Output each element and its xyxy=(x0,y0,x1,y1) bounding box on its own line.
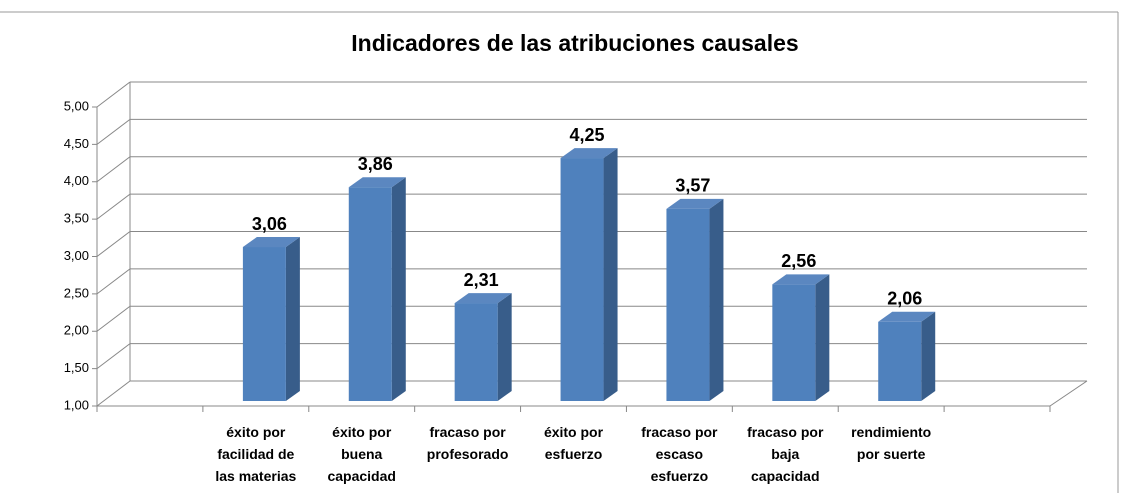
data-label: 2,06 xyxy=(887,289,922,309)
x-tick-label: éxito por buena capacidad xyxy=(327,424,396,484)
bar xyxy=(454,303,498,401)
bar-top xyxy=(772,274,830,285)
bar-side xyxy=(285,237,300,401)
bar-top xyxy=(242,237,300,248)
grid-line xyxy=(96,81,131,108)
data-label: 2,56 xyxy=(781,251,816,271)
x-tick-label: fracaso por profesorado xyxy=(426,424,509,462)
bar-side xyxy=(603,148,618,401)
grid-line xyxy=(96,343,131,370)
bar-top xyxy=(454,293,512,304)
y-tick-label: 1,00 xyxy=(64,397,89,412)
floor-edge xyxy=(1049,380,1088,407)
data-label: 2,31 xyxy=(464,270,499,290)
bar xyxy=(560,158,604,401)
bar xyxy=(242,247,286,401)
grid-line xyxy=(96,118,131,145)
y-tick-label: 1,50 xyxy=(64,360,89,375)
bar-top xyxy=(878,311,936,322)
y-tick-label: 5,00 xyxy=(64,98,89,113)
y-tick-label: 4,50 xyxy=(64,136,89,151)
grid-line xyxy=(96,231,131,257)
data-label: 3,57 xyxy=(675,176,710,196)
bar-top xyxy=(348,177,406,188)
x-tick-label: éxito por esfuerzo xyxy=(543,424,604,462)
y-tick-label: 2,00 xyxy=(64,323,89,338)
grid-line xyxy=(96,305,131,332)
grid-line xyxy=(96,268,131,295)
bar-side xyxy=(497,293,512,401)
x-tick-label: fracaso por escaso esfuerzo xyxy=(641,424,718,484)
grid-line xyxy=(96,193,131,220)
y-tick-label: 2,50 xyxy=(64,285,89,300)
y-tick-label: 3,00 xyxy=(64,248,89,263)
grid-line xyxy=(96,380,131,407)
y-tick-label: 4,00 xyxy=(64,173,89,188)
bar-top xyxy=(560,148,618,159)
data-label: 4,25 xyxy=(570,125,605,145)
bar-top xyxy=(666,198,724,209)
bar xyxy=(666,208,710,401)
bar xyxy=(878,321,922,401)
chart-title: Indicadores de las atribuciones causales xyxy=(351,30,798,56)
y-tick-label: 3,50 xyxy=(64,211,89,226)
bar-side xyxy=(815,274,830,401)
bar-side xyxy=(709,198,724,401)
grid-line xyxy=(96,156,131,183)
x-tick-label: fracaso por baja capacidad xyxy=(747,424,824,484)
data-label: 3,86 xyxy=(358,154,393,174)
bar-side xyxy=(391,177,406,401)
bar xyxy=(348,187,392,401)
bar-side xyxy=(921,311,936,401)
x-tick-label: rendimiento por suerte xyxy=(851,424,932,462)
data-label: 3,06 xyxy=(252,214,287,234)
bar xyxy=(772,284,816,401)
x-tick-label: éxito por facilidad de las materias xyxy=(215,424,297,484)
